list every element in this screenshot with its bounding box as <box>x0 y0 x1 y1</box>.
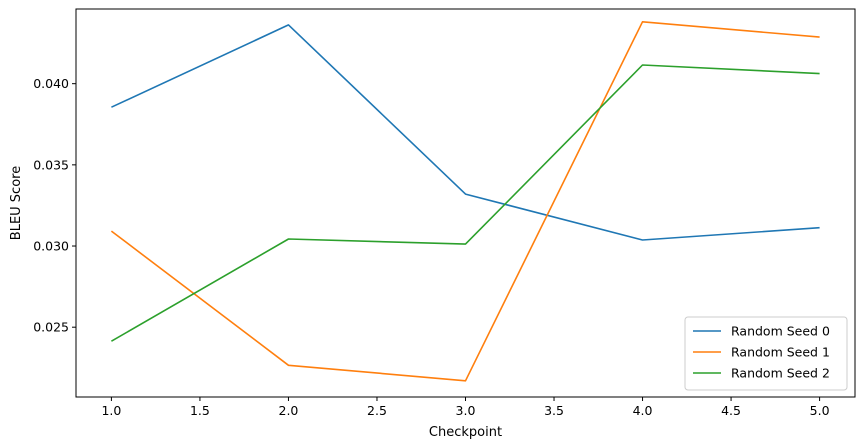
legend-label: Random Seed 2 <box>731 366 830 381</box>
series-line-1 <box>110 20 820 382</box>
x-tick-label: 4.0 <box>633 403 653 418</box>
legend-label: Random Seed 0 <box>731 324 830 339</box>
x-tick-label: 4.5 <box>721 403 741 418</box>
y-tick-label: 0.040 <box>33 76 69 91</box>
x-tick-label: 1.0 <box>101 403 121 418</box>
legend-box <box>684 316 848 391</box>
x-tick-label: 3.5 <box>544 403 564 418</box>
y-tick-label: 0.030 <box>33 239 69 254</box>
x-axis: 1.0 1.5 2.0 2.5 3.0 3.5 4.0 4.5 5.0 <box>101 397 830 418</box>
x-tick-label: 5.0 <box>810 403 830 418</box>
x-axis-label: Checkpoint <box>429 425 502 440</box>
x-tick-label: 1.5 <box>190 403 210 418</box>
x-tick-label: 2.0 <box>279 403 299 418</box>
y-tick-label: 0.035 <box>33 157 69 172</box>
plot-area <box>110 20 820 382</box>
legend: Random Seed 0 Random Seed 1 Random Seed 2 <box>684 316 848 391</box>
y-tick-label: 0.025 <box>33 320 69 335</box>
series-line-0 <box>111 24 820 241</box>
y-axis-label: BLEU Score <box>9 166 24 240</box>
series-line-2 <box>111 64 820 342</box>
y-axis: 0.025 0.030 0.035 0.040 <box>33 76 76 335</box>
legend-label: Random Seed 1 <box>731 345 830 360</box>
x-tick-label: 2.5 <box>367 403 387 418</box>
x-tick-label: 3.0 <box>456 403 476 418</box>
